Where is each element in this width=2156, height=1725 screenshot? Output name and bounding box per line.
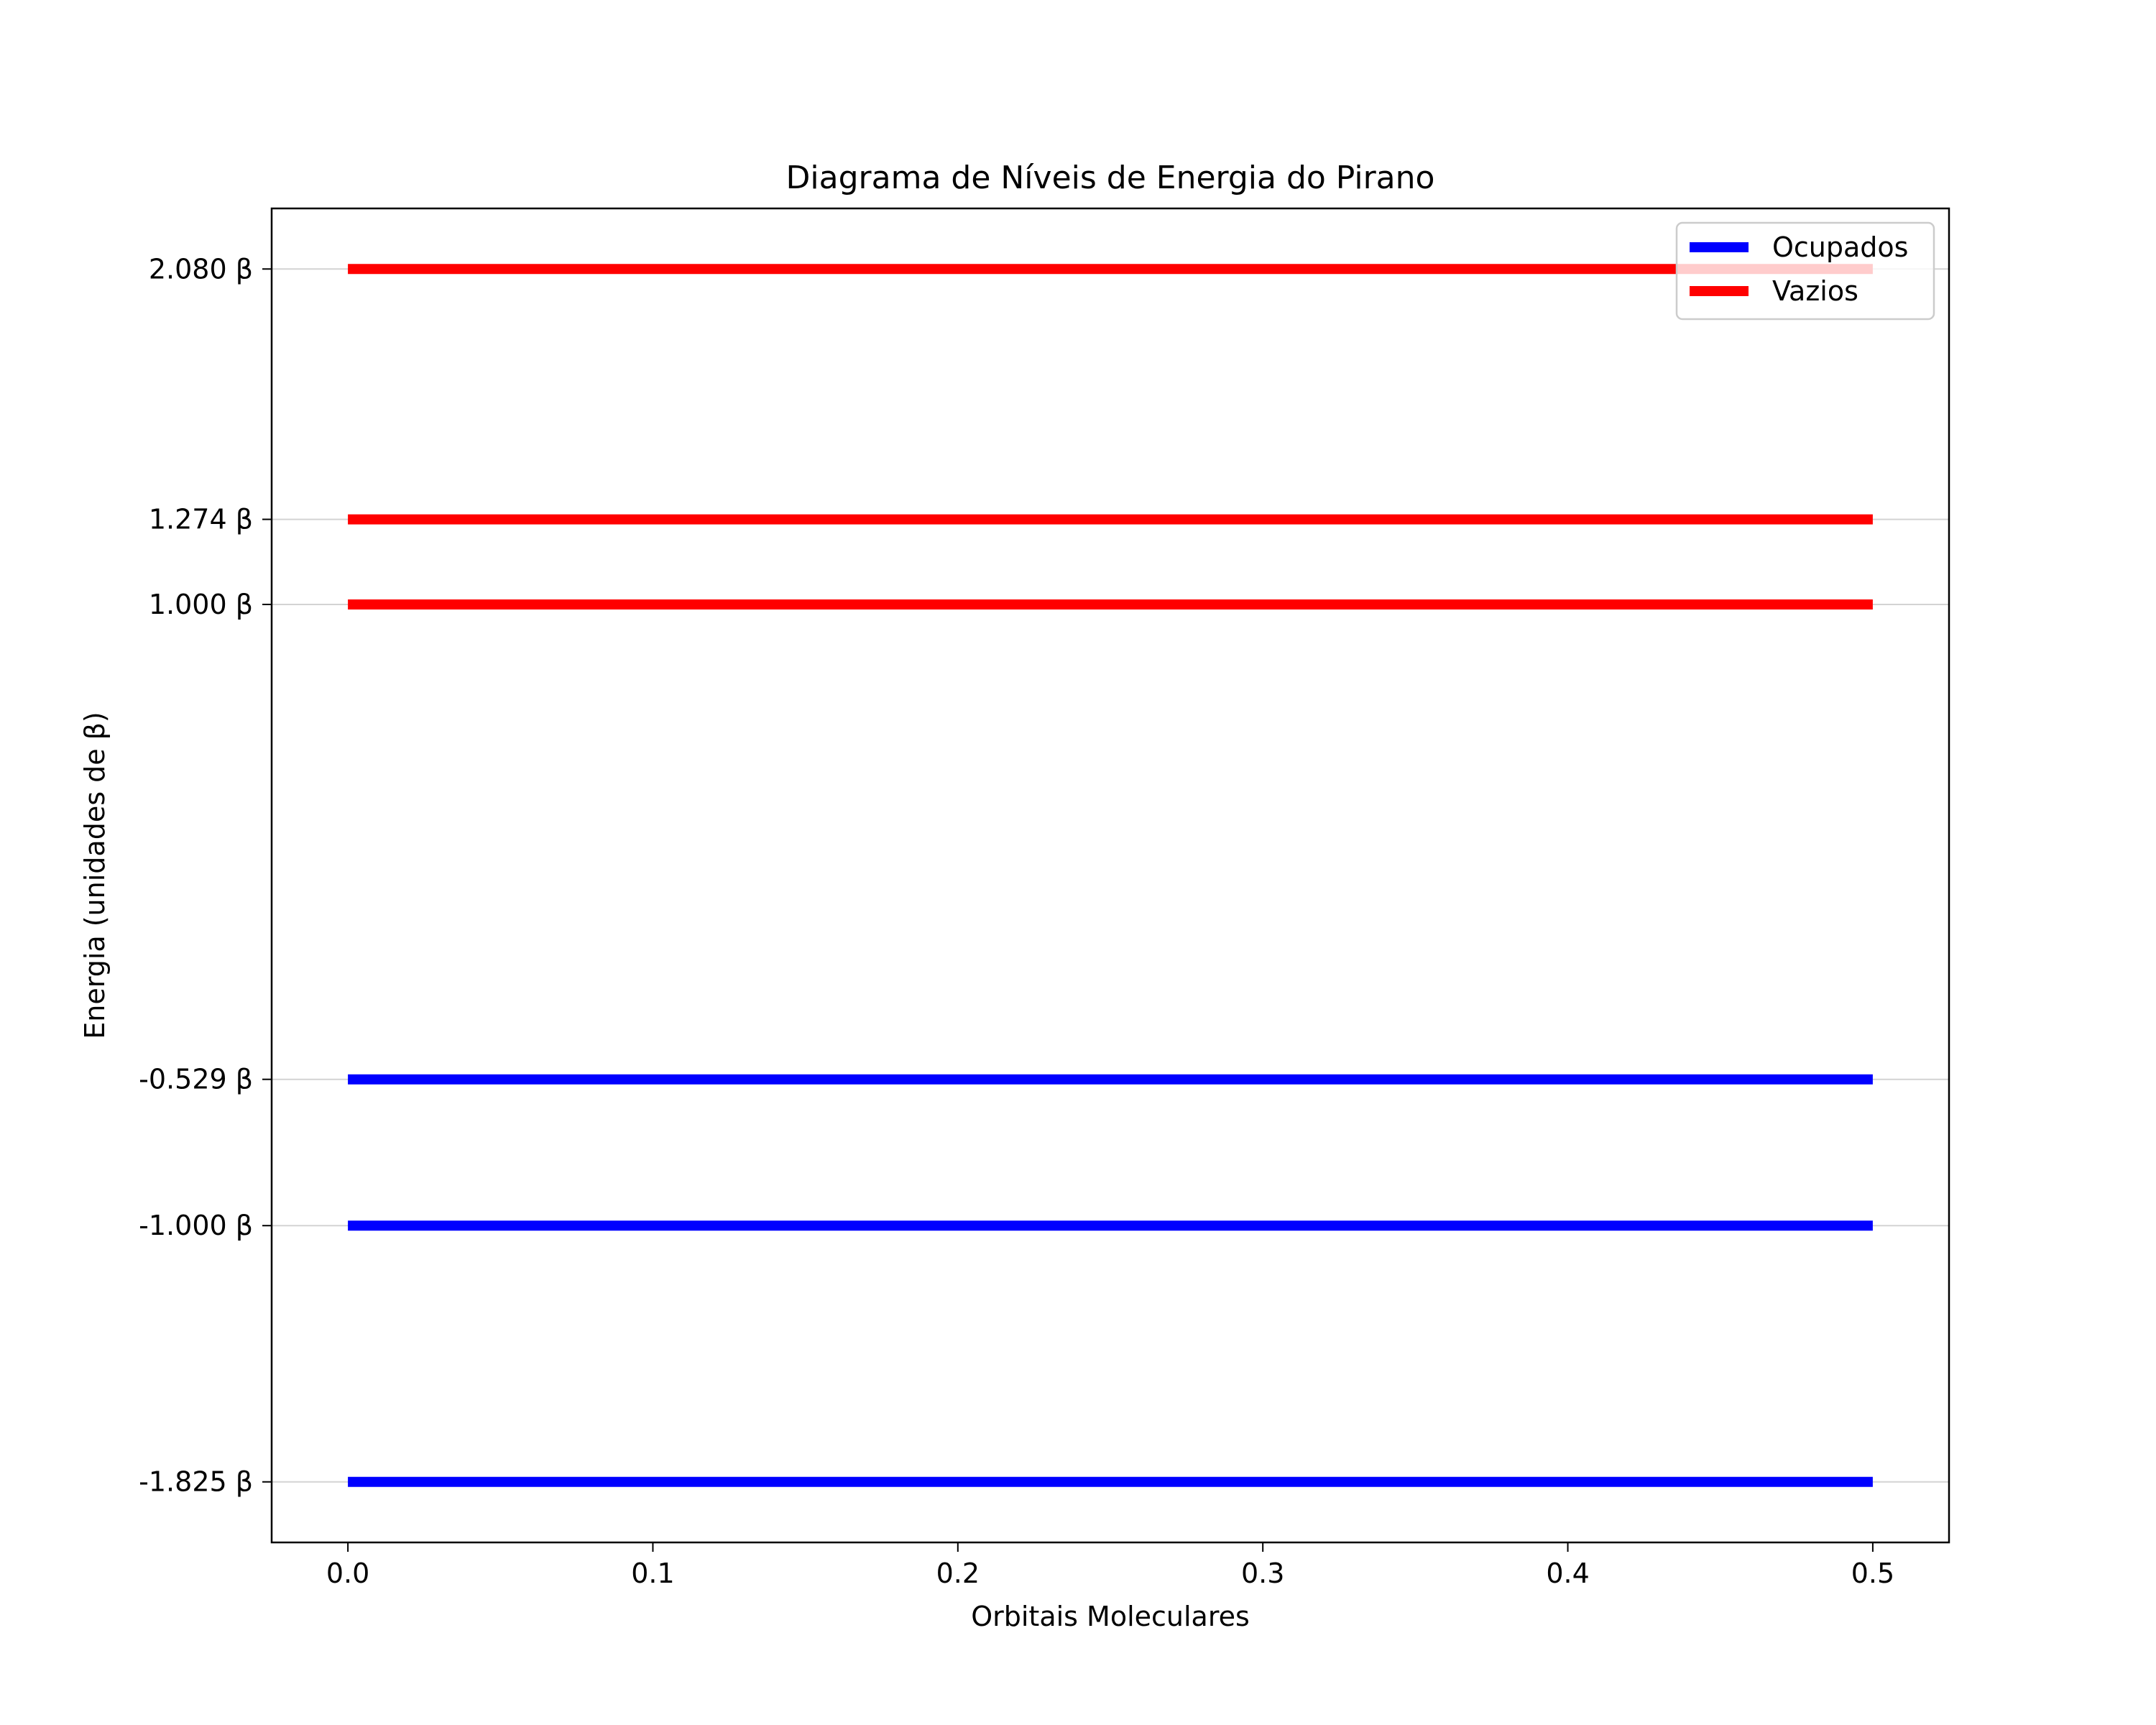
plot-frame <box>270 207 1950 1544</box>
x-tick-label-1: 0.1 <box>631 1558 674 1589</box>
chart-title: Diagrama de Níveis de Energia do Pirano <box>786 160 1435 196</box>
y-tick-label-4: 1.274 β <box>149 504 253 535</box>
y-axis-label: Energia (unidades de β) <box>79 712 111 1039</box>
legend-label-ocupados: Ocupados <box>1772 231 1908 263</box>
x-axis-label: Orbitais Moleculares <box>971 1601 1250 1632</box>
y-tick-label-3: 1.000 β <box>149 589 253 620</box>
y-tick-label-0: -1.825 β <box>139 1466 253 1498</box>
legend-label-vazios: Vazios <box>1772 275 1858 307</box>
y-axis-ticks: -1.825 β -1.000 β -0.529 β 1.000 β 1.274 β 2.… <box>139 253 272 1498</box>
x-tick-label-2: 0.2 <box>936 1558 980 1589</box>
y-tick-label-2: -0.529 β <box>139 1064 253 1095</box>
x-axis-ticks: 0.0 0.1 0.2 0.3 0.4 0.5 <box>326 1542 1894 1589</box>
y-tick-label-5: 2.080 β <box>149 253 253 285</box>
energy-levels <box>348 264 1873 1487</box>
x-tick-label-4: 0.4 <box>1546 1558 1589 1589</box>
x-tick-label-0: 0.0 <box>326 1558 369 1589</box>
x-tick-label-3: 0.3 <box>1241 1558 1284 1589</box>
y-tick-label-1: -1.000 β <box>139 1210 253 1241</box>
legend: Ocupados Vazios <box>1675 221 1935 321</box>
x-tick-label-5: 0.5 <box>1851 1558 1894 1589</box>
grid-lines <box>272 268 1949 1483</box>
